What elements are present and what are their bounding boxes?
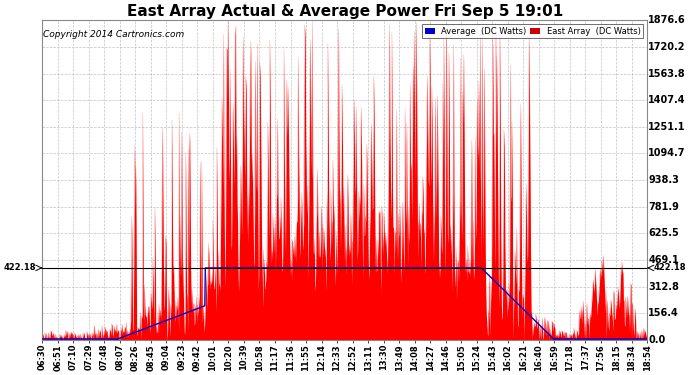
Title: East Array Actual & Average Power Fri Sep 5 19:01: East Array Actual & Average Power Fri Se… xyxy=(127,4,563,19)
Text: 422.18: 422.18 xyxy=(653,263,686,272)
Text: 422.18: 422.18 xyxy=(3,263,36,272)
Text: 781.9: 781.9 xyxy=(649,202,679,211)
Text: Copyright 2014 Cartronics.com: Copyright 2014 Cartronics.com xyxy=(43,30,184,39)
Text: 1720.2: 1720.2 xyxy=(649,42,686,52)
Text: 1094.7: 1094.7 xyxy=(649,148,686,159)
Text: 625.5: 625.5 xyxy=(649,228,679,238)
Text: 938.3: 938.3 xyxy=(649,175,679,185)
Text: 0.0: 0.0 xyxy=(649,335,666,345)
Text: 1876.6: 1876.6 xyxy=(649,15,686,26)
Legend: Average  (DC Watts), East Array  (DC Watts): Average (DC Watts), East Array (DC Watts… xyxy=(422,24,643,39)
Text: 1407.4: 1407.4 xyxy=(649,95,686,105)
Text: 1563.8: 1563.8 xyxy=(649,69,686,79)
Text: 1251.1: 1251.1 xyxy=(649,122,686,132)
Text: 312.8: 312.8 xyxy=(649,282,679,291)
Text: 156.4: 156.4 xyxy=(649,308,679,318)
Text: 469.1: 469.1 xyxy=(649,255,679,265)
